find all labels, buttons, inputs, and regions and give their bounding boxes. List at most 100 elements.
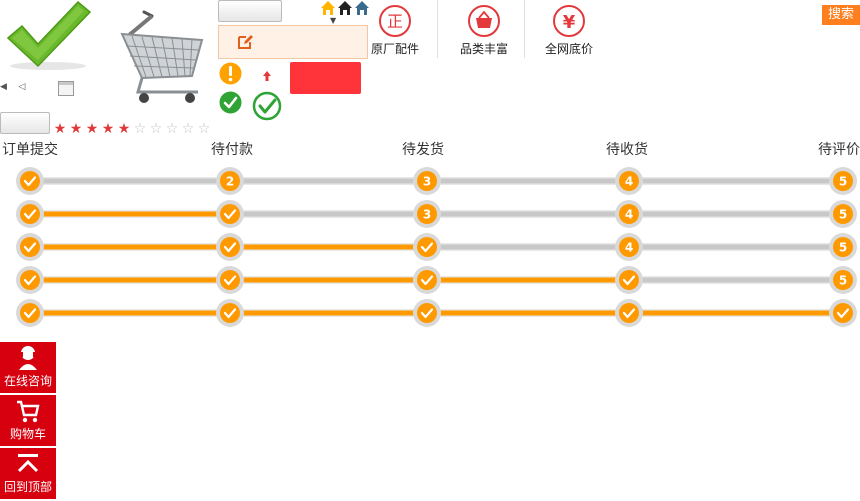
- star-empty-icon[interactable]: ☆: [197, 121, 211, 137]
- edit-icon: [238, 35, 253, 49]
- progress-fill: [30, 211, 230, 217]
- step-pending-node: 5: [829, 233, 857, 261]
- star-filled-icon[interactable]: ★: [69, 121, 83, 137]
- blank-button-small[interactable]: [0, 112, 50, 134]
- genuine-parts-icon: 正: [379, 5, 411, 37]
- step-pending-node: 3: [413, 167, 441, 195]
- calendar-icon[interactable]: [58, 81, 74, 96]
- sidebar-item-back-to-top[interactable]: 回到顶部: [0, 448, 56, 499]
- step-number: 5: [839, 274, 847, 288]
- warning-icon: [219, 62, 242, 85]
- step-number: 4: [625, 241, 633, 255]
- home-icon-black: [338, 1, 352, 15]
- check-icon: [223, 275, 237, 286]
- progress-row: 5: [16, 266, 857, 294]
- success-icon: [219, 91, 242, 114]
- step-pending-node: 4: [615, 167, 643, 195]
- check-icon: [223, 308, 237, 319]
- back-to-top-icon: [17, 454, 39, 473]
- pager-arrows[interactable]: ◀ ◁: [0, 82, 26, 92]
- check-icon: [420, 242, 434, 253]
- feature-lowest-price[interactable]: ¥ 全网底价: [540, 4, 598, 57]
- step-done-node: [413, 299, 441, 327]
- svg-text:¥: ¥: [563, 12, 576, 33]
- star-empty-icon[interactable]: ☆: [181, 121, 195, 137]
- sidebar-item-label: 在线咨询: [3, 374, 52, 388]
- step-pending-node: 5: [829, 167, 857, 195]
- step-label: 待付款: [211, 142, 253, 158]
- star-empty-icon[interactable]: ☆: [165, 121, 179, 137]
- step-pending-node: 4: [615, 200, 643, 228]
- basket-icon: [468, 5, 500, 37]
- progress-row: [16, 299, 857, 327]
- progress-row: 2 3 4 5: [16, 167, 857, 195]
- progress-row: 3 4 5: [16, 200, 857, 228]
- big-check-icon: [6, 0, 92, 70]
- order-progress-rows: 2 3 4 53 4 54 55: [16, 167, 857, 327]
- caret-down-icon[interactable]: ▼: [330, 16, 337, 25]
- step-done-node: [615, 266, 643, 294]
- sidebar-item-cart[interactable]: 购物车: [0, 395, 56, 446]
- home-icons: [321, 1, 369, 15]
- search-button[interactable]: 搜索: [822, 5, 860, 25]
- feature-label: 全网底价: [544, 42, 593, 56]
- step-done-node: [413, 233, 441, 261]
- check-icon: [23, 242, 37, 253]
- check-icon: [420, 308, 434, 319]
- arrow-up-icon: [263, 71, 271, 81]
- red-button[interactable]: [290, 62, 361, 94]
- step-done-node: [16, 299, 44, 327]
- step-number: 3: [423, 208, 431, 222]
- step-label: 待评价: [818, 142, 860, 158]
- home-icon-orange: [321, 1, 335, 15]
- blank-button[interactable]: [218, 0, 282, 22]
- svg-text:正: 正: [387, 12, 403, 31]
- order-step-labels: 订单提交 待付款 待发货 待收货 待评价: [0, 139, 860, 158]
- feature-label: 原厂配件: [370, 42, 419, 56]
- step-done-node: [16, 266, 44, 294]
- check-icon: [23, 209, 37, 220]
- step-label: 订单提交: [2, 142, 58, 158]
- check-icon: [836, 308, 850, 319]
- step-pending-node: 5: [829, 266, 857, 294]
- check-icon: [23, 308, 37, 319]
- step-pending-node: 2: [216, 167, 244, 195]
- step-number: 2: [226, 175, 234, 189]
- check-icon: [622, 308, 636, 319]
- step-pending-node: 4: [615, 233, 643, 261]
- step-number: 5: [839, 175, 847, 189]
- step-done-node: [413, 266, 441, 294]
- step-done-node: [216, 233, 244, 261]
- feature-rich-categories[interactable]: 品类丰富: [454, 4, 514, 57]
- step-done-node: [16, 200, 44, 228]
- shopping-cart-image: [120, 10, 204, 103]
- sidebar-item-label: 购物车: [9, 427, 46, 441]
- sidebar-item-label: 回到顶部: [3, 480, 52, 494]
- star-empty-icon[interactable]: ☆: [133, 121, 147, 137]
- step-number: 4: [625, 175, 633, 189]
- sidebar-item-consult[interactable]: 在线咨询: [0, 342, 56, 393]
- step-done-node: [615, 299, 643, 327]
- success-outline-icon: [252, 91, 282, 121]
- step-number: 4: [625, 208, 633, 222]
- check-icon: [622, 275, 636, 286]
- feature-label: 品类丰富: [459, 42, 508, 56]
- star-filled-icon[interactable]: ★: [101, 121, 115, 137]
- star-filled-icon[interactable]: ★: [85, 121, 99, 137]
- step-label: 待收货: [606, 142, 648, 158]
- star-filled-icon[interactable]: ★: [53, 121, 67, 137]
- star-filled-icon[interactable]: ★: [117, 121, 131, 137]
- consult-icon: [19, 346, 37, 370]
- home-icon-blue: [355, 1, 369, 15]
- check-icon: [223, 209, 237, 220]
- step-number: 3: [423, 175, 431, 189]
- edit-field[interactable]: [218, 25, 368, 59]
- step-done-node: [16, 167, 44, 195]
- feature-genuine-parts[interactable]: 正 原厂配件: [366, 4, 424, 57]
- star-empty-icon[interactable]: ☆: [149, 121, 163, 137]
- check-icon: [223, 242, 237, 253]
- step-number: 5: [839, 241, 847, 255]
- star-rating[interactable]: ★ ★ ★ ★ ★ ☆ ☆ ☆ ☆ ☆: [52, 118, 212, 137]
- cart-icon: [17, 400, 40, 423]
